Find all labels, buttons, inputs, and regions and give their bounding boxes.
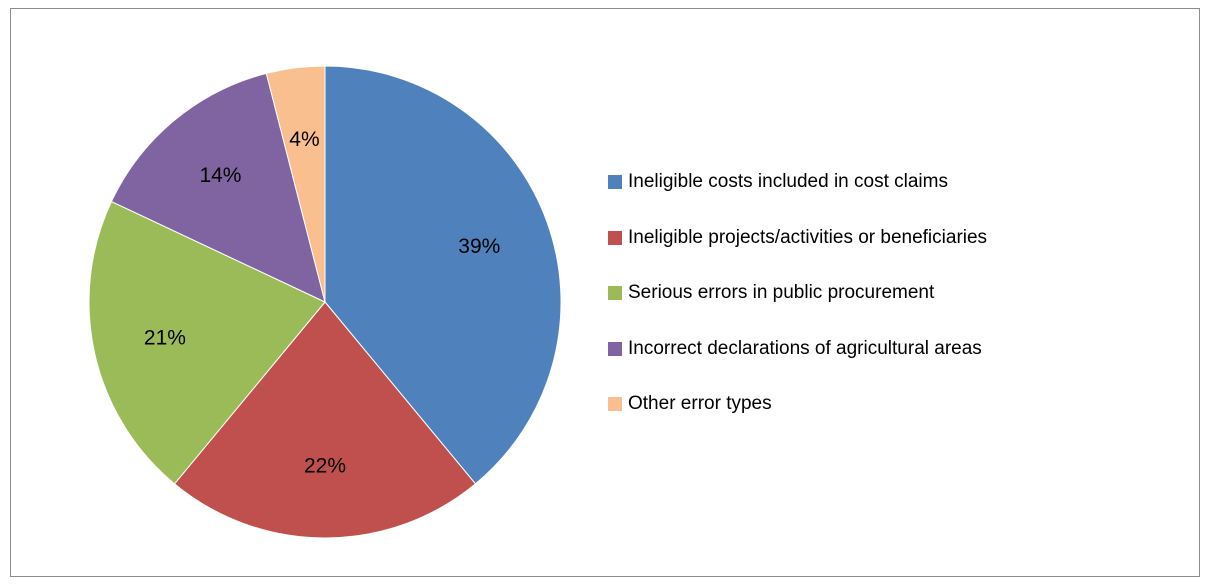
- slice-data-label: 21%: [144, 326, 186, 349]
- legend: Ineligible costs included in cost claims…: [608, 168, 987, 446]
- legend-label: Other error types: [628, 393, 772, 414]
- legend-swatch: [608, 175, 622, 189]
- legend-label: Ineligible costs included in cost claims: [628, 171, 948, 192]
- slice-data-label: 39%: [458, 235, 500, 258]
- legend-label: Incorrect declarations of agricultural a…: [628, 337, 982, 359]
- slice-data-label: 14%: [199, 164, 241, 187]
- pie-slice: [265, 65, 326, 303]
- slice-data-label: 22%: [304, 455, 346, 478]
- pie-slice: [88, 200, 326, 485]
- pie-slice: [173, 301, 477, 539]
- legend-item-ineligible-projects: Ineligible projects/activities or benefi…: [608, 224, 987, 252]
- slice-data-label: 4%: [289, 128, 319, 151]
- legend-item-ineligible-costs: Ineligible costs included in cost claims: [608, 168, 987, 196]
- legend-item-procurement-errors: Serious errors in public procurement: [608, 279, 987, 307]
- legend-swatch: [608, 397, 622, 411]
- legend-label: Ineligible projects/activities or benefi…: [628, 226, 988, 248]
- legend-label: Serious errors in public procurement: [628, 282, 935, 303]
- pie-slice: [324, 65, 562, 485]
- legend-item-other-errors: Other error types: [608, 390, 987, 418]
- legend-item-agricultural-declarations: Incorrect declarations of agricultural a…: [608, 335, 987, 363]
- legend-swatch: [608, 341, 622, 356]
- legend-swatch: [608, 230, 622, 245]
- pie-slice: [110, 72, 326, 303]
- legend-swatch: [608, 286, 622, 300]
